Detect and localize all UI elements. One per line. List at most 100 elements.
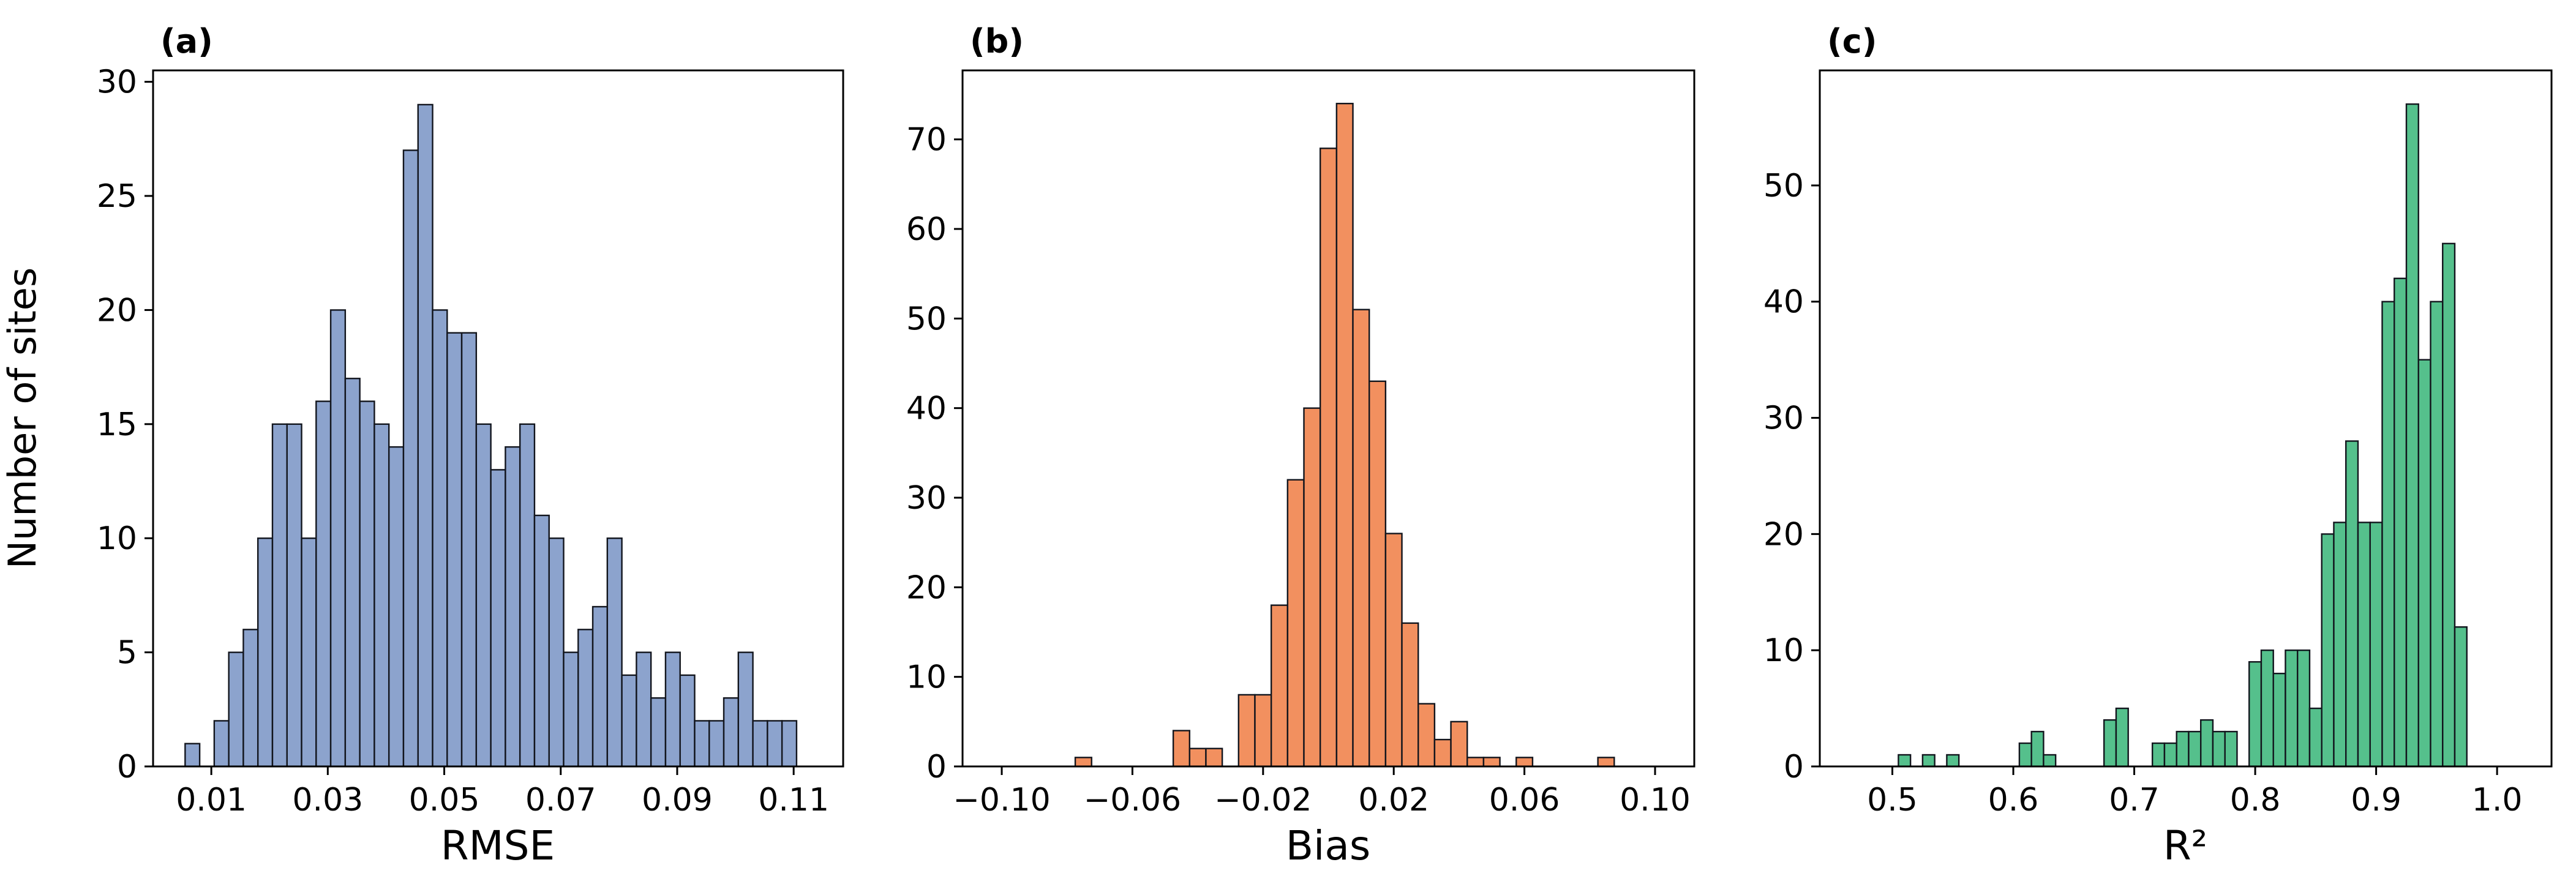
- histogram-bar: [1270, 604, 1289, 768]
- histogram-bar: [2357, 522, 2371, 768]
- histogram-bar: [2405, 103, 2419, 768]
- histogram-bar: [2115, 707, 2129, 768]
- bars-layer-c: [1898, 103, 2468, 768]
- histogram-bar: [548, 537, 565, 768]
- x-tick-label: 0.09: [642, 782, 713, 818]
- histogram-bar: [2430, 301, 2444, 768]
- histogram-bar: [2297, 649, 2311, 768]
- axes-spines: [152, 69, 844, 768]
- panel-a: 0.01 0.03 0.05 0.07 0.09 0.11 0 5 10 15 20 25 30 (a)…: [0, 0, 862, 895]
- y-tick-label: 20: [1763, 516, 1804, 553]
- histogram-bar: [388, 446, 405, 768]
- y-tick-label: 40: [1763, 284, 1804, 321]
- x-tick-label: 0.9: [2351, 782, 2401, 818]
- histogram-bar: [460, 332, 478, 768]
- histogram-bar: [1205, 747, 1223, 768]
- x-tick-label: 0.06: [1489, 782, 1560, 818]
- histogram-bar: [2369, 522, 2383, 768]
- histogram-bar: [2381, 301, 2395, 768]
- histogram-bar: [1401, 622, 1419, 768]
- histogram-bar: [286, 423, 302, 768]
- panel-b: −0.10 −0.06 −0.02 0.02 0.06 0.10 0 10 20 30 40 50 60…: [862, 0, 1719, 895]
- histogram-bar: [344, 378, 361, 768]
- axes-layer-b: −0.10 −0.06 −0.02 0.02 0.06 0.10 0 10 20 30 40 50 60…: [906, 69, 1695, 818]
- histogram-bar: [636, 651, 652, 768]
- x-tick-label: 0.01: [176, 782, 247, 818]
- histogram-bar: [1433, 738, 1452, 768]
- histogram-bar: [2212, 730, 2226, 768]
- x-tick-label: 0.7: [2109, 782, 2160, 818]
- axes-layer-a: 0.01 0.03 0.05 0.07 0.09 0.11 0 5 10 15 20 25 30: [97, 64, 844, 818]
- histogram-bar: [1074, 757, 1092, 768]
- histogram-bar: [2345, 440, 2359, 768]
- histogram-bar: [2030, 730, 2045, 768]
- bars-layer-b: [1074, 102, 1615, 768]
- histogram-bar: [1172, 730, 1190, 768]
- histogram-bar: [519, 423, 536, 768]
- histogram-bar: [2454, 626, 2468, 768]
- bars-layer-a: [184, 103, 798, 768]
- y-axis-label-number-of-sites: Number of sites: [0, 268, 45, 569]
- histogram-bar: [315, 400, 332, 768]
- histogram-bar: [781, 720, 798, 768]
- histogram-bar: [1384, 533, 1403, 768]
- histogram-bar: [1946, 754, 1960, 768]
- x-tick-label: −0.02: [1214, 782, 1312, 818]
- panel-label-a: (a): [160, 22, 213, 61]
- y-tick-label: 20: [97, 292, 137, 329]
- histogram-bar: [2151, 742, 2166, 768]
- histogram-bar: [271, 423, 288, 768]
- histogram-bar: [2260, 649, 2274, 768]
- x-tick-label: −0.10: [953, 782, 1050, 818]
- histogram-bar: [1188, 747, 1207, 768]
- histogram-bar: [1335, 102, 1354, 768]
- histogram-bar: [1515, 757, 1534, 768]
- histogram-bar: [679, 674, 696, 768]
- histogram-bar: [359, 400, 375, 768]
- x-tick-label: 0.6: [1988, 782, 2039, 818]
- histogram-bar: [301, 537, 317, 768]
- y-tick-label: 30: [1763, 400, 1804, 437]
- y-tick-label: 0: [1784, 749, 1804, 785]
- x-tick-label: 0.10: [1620, 782, 1691, 818]
- histogram-bar: [213, 720, 230, 768]
- histogram-bar: [708, 720, 725, 768]
- y-tick-label: 0: [117, 749, 137, 785]
- histogram-bar: [621, 674, 637, 768]
- y-tick-label: 40: [906, 391, 947, 427]
- histogram-bar: [490, 469, 506, 768]
- axes-spines: [1819, 69, 2553, 768]
- histogram-bar: [694, 720, 710, 768]
- histogram-bar: [505, 446, 521, 768]
- histogram-bar: [1368, 380, 1387, 768]
- histogram-bar: [1450, 721, 1468, 768]
- histogram-bar: [432, 309, 448, 768]
- y-tick-label: 50: [906, 301, 947, 337]
- histogram-bar: [2199, 719, 2214, 768]
- histogram-bar: [2103, 719, 2117, 768]
- histogram-bar: [752, 720, 768, 768]
- histogram-bar: [664, 651, 681, 768]
- y-tick-label: 5: [117, 635, 137, 672]
- histogram-bar: [2308, 707, 2323, 768]
- panel-label-c: (c): [1827, 22, 1877, 61]
- x-axis-label-bias: Bias: [1286, 822, 1370, 869]
- histogram-bar: [2321, 533, 2335, 768]
- histogram-bar: [402, 149, 419, 768]
- histogram-bar: [2442, 242, 2456, 768]
- y-tick-label: 10: [1763, 632, 1804, 669]
- histogram-bar: [2333, 522, 2347, 768]
- y-tick-label: 70: [906, 122, 947, 159]
- y-tick-label: 50: [1763, 168, 1804, 204]
- histogram-bar: [1319, 148, 1338, 768]
- histogram-bar: [1482, 757, 1501, 768]
- histogram-bar: [2248, 661, 2262, 768]
- histogram-bar: [1597, 757, 1615, 768]
- histogram-bar: [2272, 672, 2286, 768]
- histogram-bar: [723, 697, 740, 768]
- x-tick-label: −0.06: [1084, 782, 1181, 818]
- histogram-bar: [2043, 754, 2057, 768]
- histogram-bar: [767, 720, 783, 768]
- histogram-b-svg: −0.10 −0.06 −0.02 0.02 0.06 0.10 0 10 20 30 40 50 60…: [906, 22, 1695, 869]
